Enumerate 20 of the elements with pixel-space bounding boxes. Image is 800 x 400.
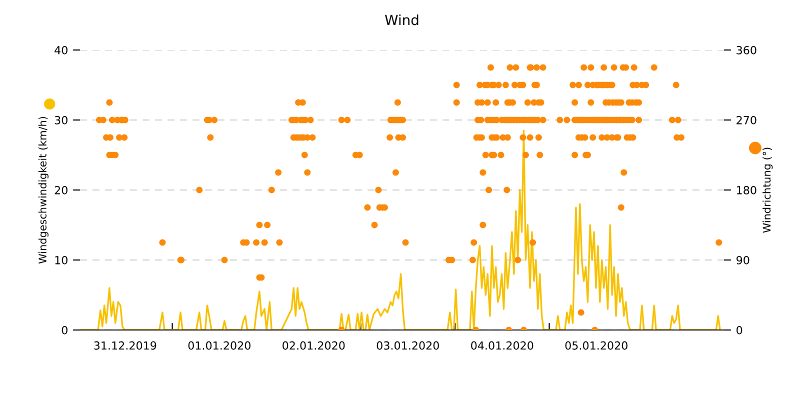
y2-tick-label: 0: [736, 326, 742, 334]
x-tick-label: 02.01.2020: [282, 341, 345, 350]
chart-title: Wind: [385, 14, 418, 26]
y2-axis-title: Windrichtung (°): [762, 148, 773, 233]
y-tick-label: 20: [54, 186, 68, 194]
y-tick-label: 0: [62, 326, 68, 334]
x-tick-label: 04.01.2020: [471, 341, 534, 350]
line-series: [80, 130, 721, 330]
x-tick-label: 31.12.2019: [94, 341, 156, 350]
y-axis-title: Windgeschwindigkeit (km/h): [38, 116, 48, 264]
y-tick-label: 10: [55, 256, 68, 264]
y-tick-label: 30: [54, 116, 68, 124]
x-tick-label: 03.01.2020: [376, 341, 439, 350]
y2-tick-label: 360: [736, 46, 756, 54]
y-tick-label: 40: [54, 46, 68, 54]
x-tick-label: 01.01.2020: [188, 341, 250, 350]
y2-tick-label: 180: [737, 186, 756, 194]
y2-tick-label: 270: [736, 116, 756, 124]
y2-tick-label: 90: [736, 256, 750, 264]
x-tick-label: 05.01.2020: [565, 341, 628, 350]
